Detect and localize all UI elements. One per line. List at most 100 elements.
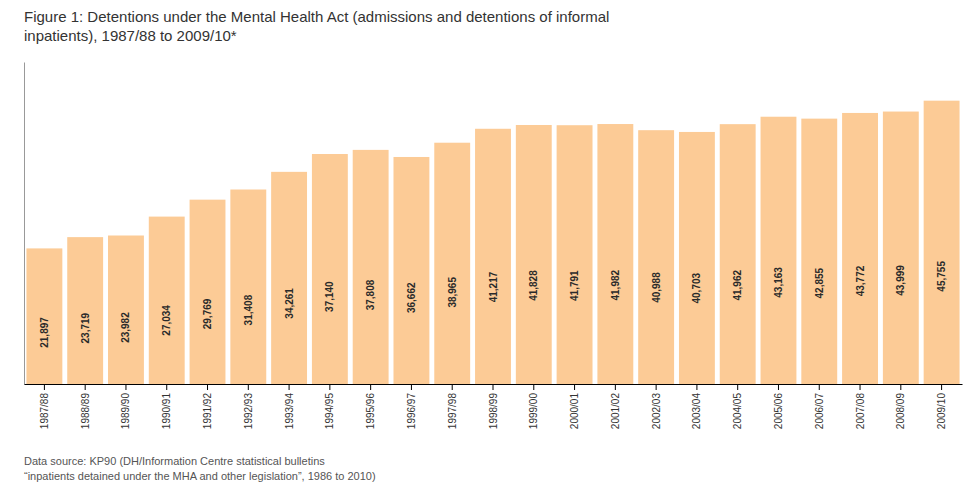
x-tick-mark bbox=[574, 384, 575, 390]
x-tick-label: 1995/96 bbox=[365, 393, 376, 430]
bar bbox=[67, 237, 103, 384]
bar bbox=[597, 124, 633, 384]
title: Figure 1: Detentions under the Mental He… bbox=[24, 8, 609, 44]
data-label: 40,703 bbox=[691, 272, 702, 303]
x-tick-label: 1989/90 bbox=[120, 393, 131, 430]
bar bbox=[883, 112, 919, 384]
x-tick-mark bbox=[819, 384, 820, 390]
bars bbox=[26, 101, 959, 384]
data-label: 43,163 bbox=[773, 267, 784, 298]
bar bbox=[312, 154, 348, 384]
x-tick-label: 2008/09 bbox=[895, 393, 906, 430]
x-tick: 1996/97 bbox=[406, 384, 417, 429]
x-tick-label: 1987/88 bbox=[39, 393, 50, 430]
x-tick: 1993/94 bbox=[284, 384, 295, 429]
x-tick: 1999/00 bbox=[528, 384, 539, 429]
bar bbox=[638, 130, 674, 384]
title-line: Figure 1: Detentions under the Mental He… bbox=[24, 8, 609, 25]
x-tick-label: 1993/94 bbox=[284, 393, 295, 430]
x-tick-mark bbox=[85, 384, 86, 390]
x-tick-mark bbox=[329, 384, 330, 390]
bar bbox=[393, 157, 429, 384]
data-label: 21,897 bbox=[39, 317, 50, 348]
footnote: “inpatients detained under the MHA and o… bbox=[24, 470, 376, 482]
bar bbox=[475, 129, 511, 384]
bar bbox=[842, 113, 878, 384]
y-axis-line bbox=[24, 63, 25, 385]
x-tick: 2006/07 bbox=[814, 384, 825, 429]
x-tick-mark bbox=[737, 384, 738, 390]
x-tick-mark bbox=[411, 384, 412, 390]
bar bbox=[557, 125, 593, 384]
x-tick-label: 2007/08 bbox=[855, 393, 866, 430]
x-axis: 1987/881988/891989/901990/911991/921992/… bbox=[25, 384, 963, 429]
x-tick-mark bbox=[207, 384, 208, 390]
bar bbox=[801, 119, 837, 384]
x-tick-label: 1991/92 bbox=[202, 393, 213, 430]
x-tick-label: 2006/07 bbox=[814, 393, 825, 430]
data-label: 41,962 bbox=[732, 270, 743, 301]
x-tick: 1989/90 bbox=[120, 384, 131, 429]
x-tick-mark bbox=[696, 384, 697, 390]
x-tick-label: 1994/95 bbox=[324, 393, 335, 430]
bar bbox=[108, 235, 144, 384]
x-tick-label: 1999/00 bbox=[528, 393, 539, 430]
bar bbox=[230, 190, 266, 384]
x-tick: 2007/08 bbox=[855, 384, 866, 429]
x-tick: 1998/99 bbox=[488, 384, 499, 429]
bar bbox=[516, 125, 552, 384]
x-tick-label: 2002/03 bbox=[651, 393, 662, 430]
x-tick: 2001/02 bbox=[610, 384, 621, 429]
data-label: 38,965 bbox=[447, 277, 458, 308]
bar bbox=[190, 200, 226, 384]
x-tick-mark bbox=[533, 384, 534, 390]
x-tick-mark bbox=[860, 384, 861, 390]
x-tick-label: 2009/10 bbox=[936, 393, 947, 430]
x-tick-mark bbox=[452, 384, 453, 390]
x-tick: 2003/04 bbox=[691, 384, 702, 429]
x-tick: 1997/98 bbox=[447, 384, 458, 429]
x-tick-mark bbox=[248, 384, 249, 390]
data-label: 43,999 bbox=[895, 265, 906, 296]
data-label: 42,855 bbox=[814, 267, 825, 298]
bar bbox=[924, 101, 960, 384]
x-tick-label: 1988/89 bbox=[80, 393, 91, 430]
bar bbox=[26, 248, 62, 384]
chart: Figure 1: Detentions under the Mental He… bbox=[0, 0, 976, 488]
x-tick-mark bbox=[125, 384, 126, 390]
x-tick-label: 2003/04 bbox=[691, 393, 702, 430]
bar bbox=[679, 132, 715, 384]
data-label: 36,662 bbox=[406, 282, 417, 313]
x-tick: 1988/89 bbox=[80, 384, 91, 429]
data-label: 34,261 bbox=[284, 288, 295, 319]
x-tick-mark bbox=[493, 384, 494, 390]
plot: 1987/881988/891989/901990/911991/921992/… bbox=[25, 63, 963, 430]
bar bbox=[149, 217, 185, 384]
x-tick: 1991/92 bbox=[202, 384, 213, 429]
x-tick: 2002/03 bbox=[651, 384, 662, 429]
x-tick: 2005/06 bbox=[773, 384, 784, 429]
data-label: 23,719 bbox=[80, 312, 91, 343]
x-tick-mark bbox=[615, 384, 616, 390]
data-label: 37,140 bbox=[324, 281, 335, 312]
y-axis bbox=[24, 63, 25, 385]
data-label: 29,769 bbox=[202, 298, 213, 329]
x-tick-mark bbox=[656, 384, 657, 390]
x-tick-label: 2000/01 bbox=[569, 393, 580, 430]
footnote: Data source: KP90 (DH/Information Centre… bbox=[24, 455, 325, 467]
x-tick-mark bbox=[44, 384, 45, 390]
data-label: 41,791 bbox=[569, 270, 580, 301]
x-tick-mark bbox=[778, 384, 779, 390]
x-tick: 1995/96 bbox=[365, 384, 376, 429]
data-label: 41,217 bbox=[488, 271, 499, 302]
x-tick: 1994/95 bbox=[324, 384, 335, 429]
x-tick-label: 2004/05 bbox=[732, 393, 743, 430]
data-label: 37,808 bbox=[365, 279, 376, 310]
bar bbox=[761, 117, 797, 384]
data-labels: 21,89723,71923,98227,03429,76931,40834,2… bbox=[39, 261, 947, 348]
x-tick-mark bbox=[289, 384, 290, 390]
x-tick: 2000/01 bbox=[569, 384, 580, 429]
bar bbox=[434, 143, 470, 384]
x-tick-label: 1998/99 bbox=[488, 393, 499, 430]
x-tick-mark bbox=[941, 384, 942, 390]
